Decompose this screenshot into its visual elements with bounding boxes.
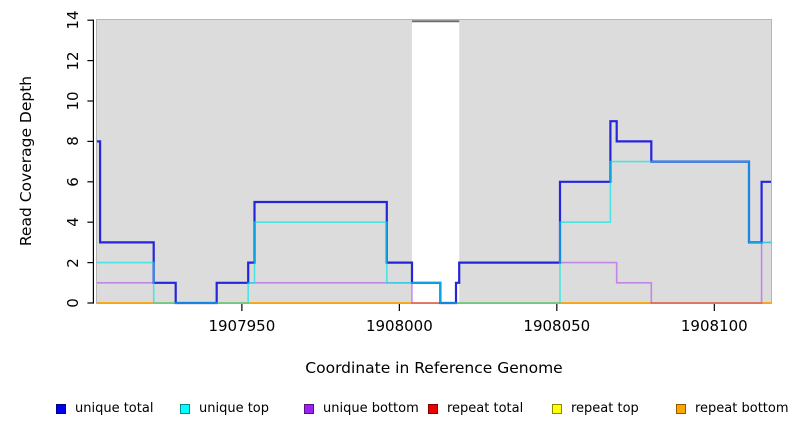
legend-item-unique-bottom: unique bottom [304, 402, 419, 416]
legend-swatch-repeat-total [428, 404, 438, 414]
y-tick-label-4: 4 [64, 217, 82, 227]
legend-label: repeat top [571, 401, 639, 416]
y-tick-label-8: 8 [64, 136, 82, 147]
legend-swatch-unique-total [56, 404, 66, 414]
legend-swatch-unique-bottom [304, 404, 314, 414]
y-tick-label-12: 12 [64, 51, 82, 71]
y-tick-label-10: 10 [64, 91, 82, 111]
x-tick-label-1908100: 1908100 [680, 317, 748, 335]
legend-label: unique bottom [323, 401, 419, 416]
x-tick-label-1907950: 1907950 [208, 317, 276, 335]
series-path-unique-top [97, 160, 771, 304]
legend-item-repeat-top: repeat top [552, 402, 639, 416]
y-tick-label-14: 14 [64, 10, 82, 30]
x-tick-label-1908050: 1908050 [523, 317, 591, 335]
legend-label: repeat bottom [695, 401, 789, 416]
legend-item-repeat-bottom: repeat bottom [676, 402, 789, 416]
masked-region [411, 21, 460, 304]
legend-label: unique total [75, 401, 154, 416]
legend-item-unique-total: unique total [56, 402, 153, 416]
legend-item-repeat-total: repeat total [428, 402, 523, 416]
y-tick-label-0: 0 [64, 298, 82, 308]
legend-item-unique-top: unique top [180, 402, 269, 416]
x-tick-label-1908000: 1908000 [365, 317, 433, 335]
y-axis-title: Read Coverage Depth [17, 75, 35, 247]
y-tick-label-6: 6 [64, 177, 82, 187]
y-tick-label-2: 2 [64, 257, 82, 268]
legend-label: unique top [199, 401, 270, 416]
x-axis-title: Coordinate in Reference Genome [305, 359, 563, 377]
legend-swatch-repeat-top [552, 404, 562, 414]
legend-swatch-repeat-bottom [676, 404, 686, 414]
legend-label: repeat total [447, 401, 524, 416]
legend-swatch-unique-top [180, 404, 190, 414]
